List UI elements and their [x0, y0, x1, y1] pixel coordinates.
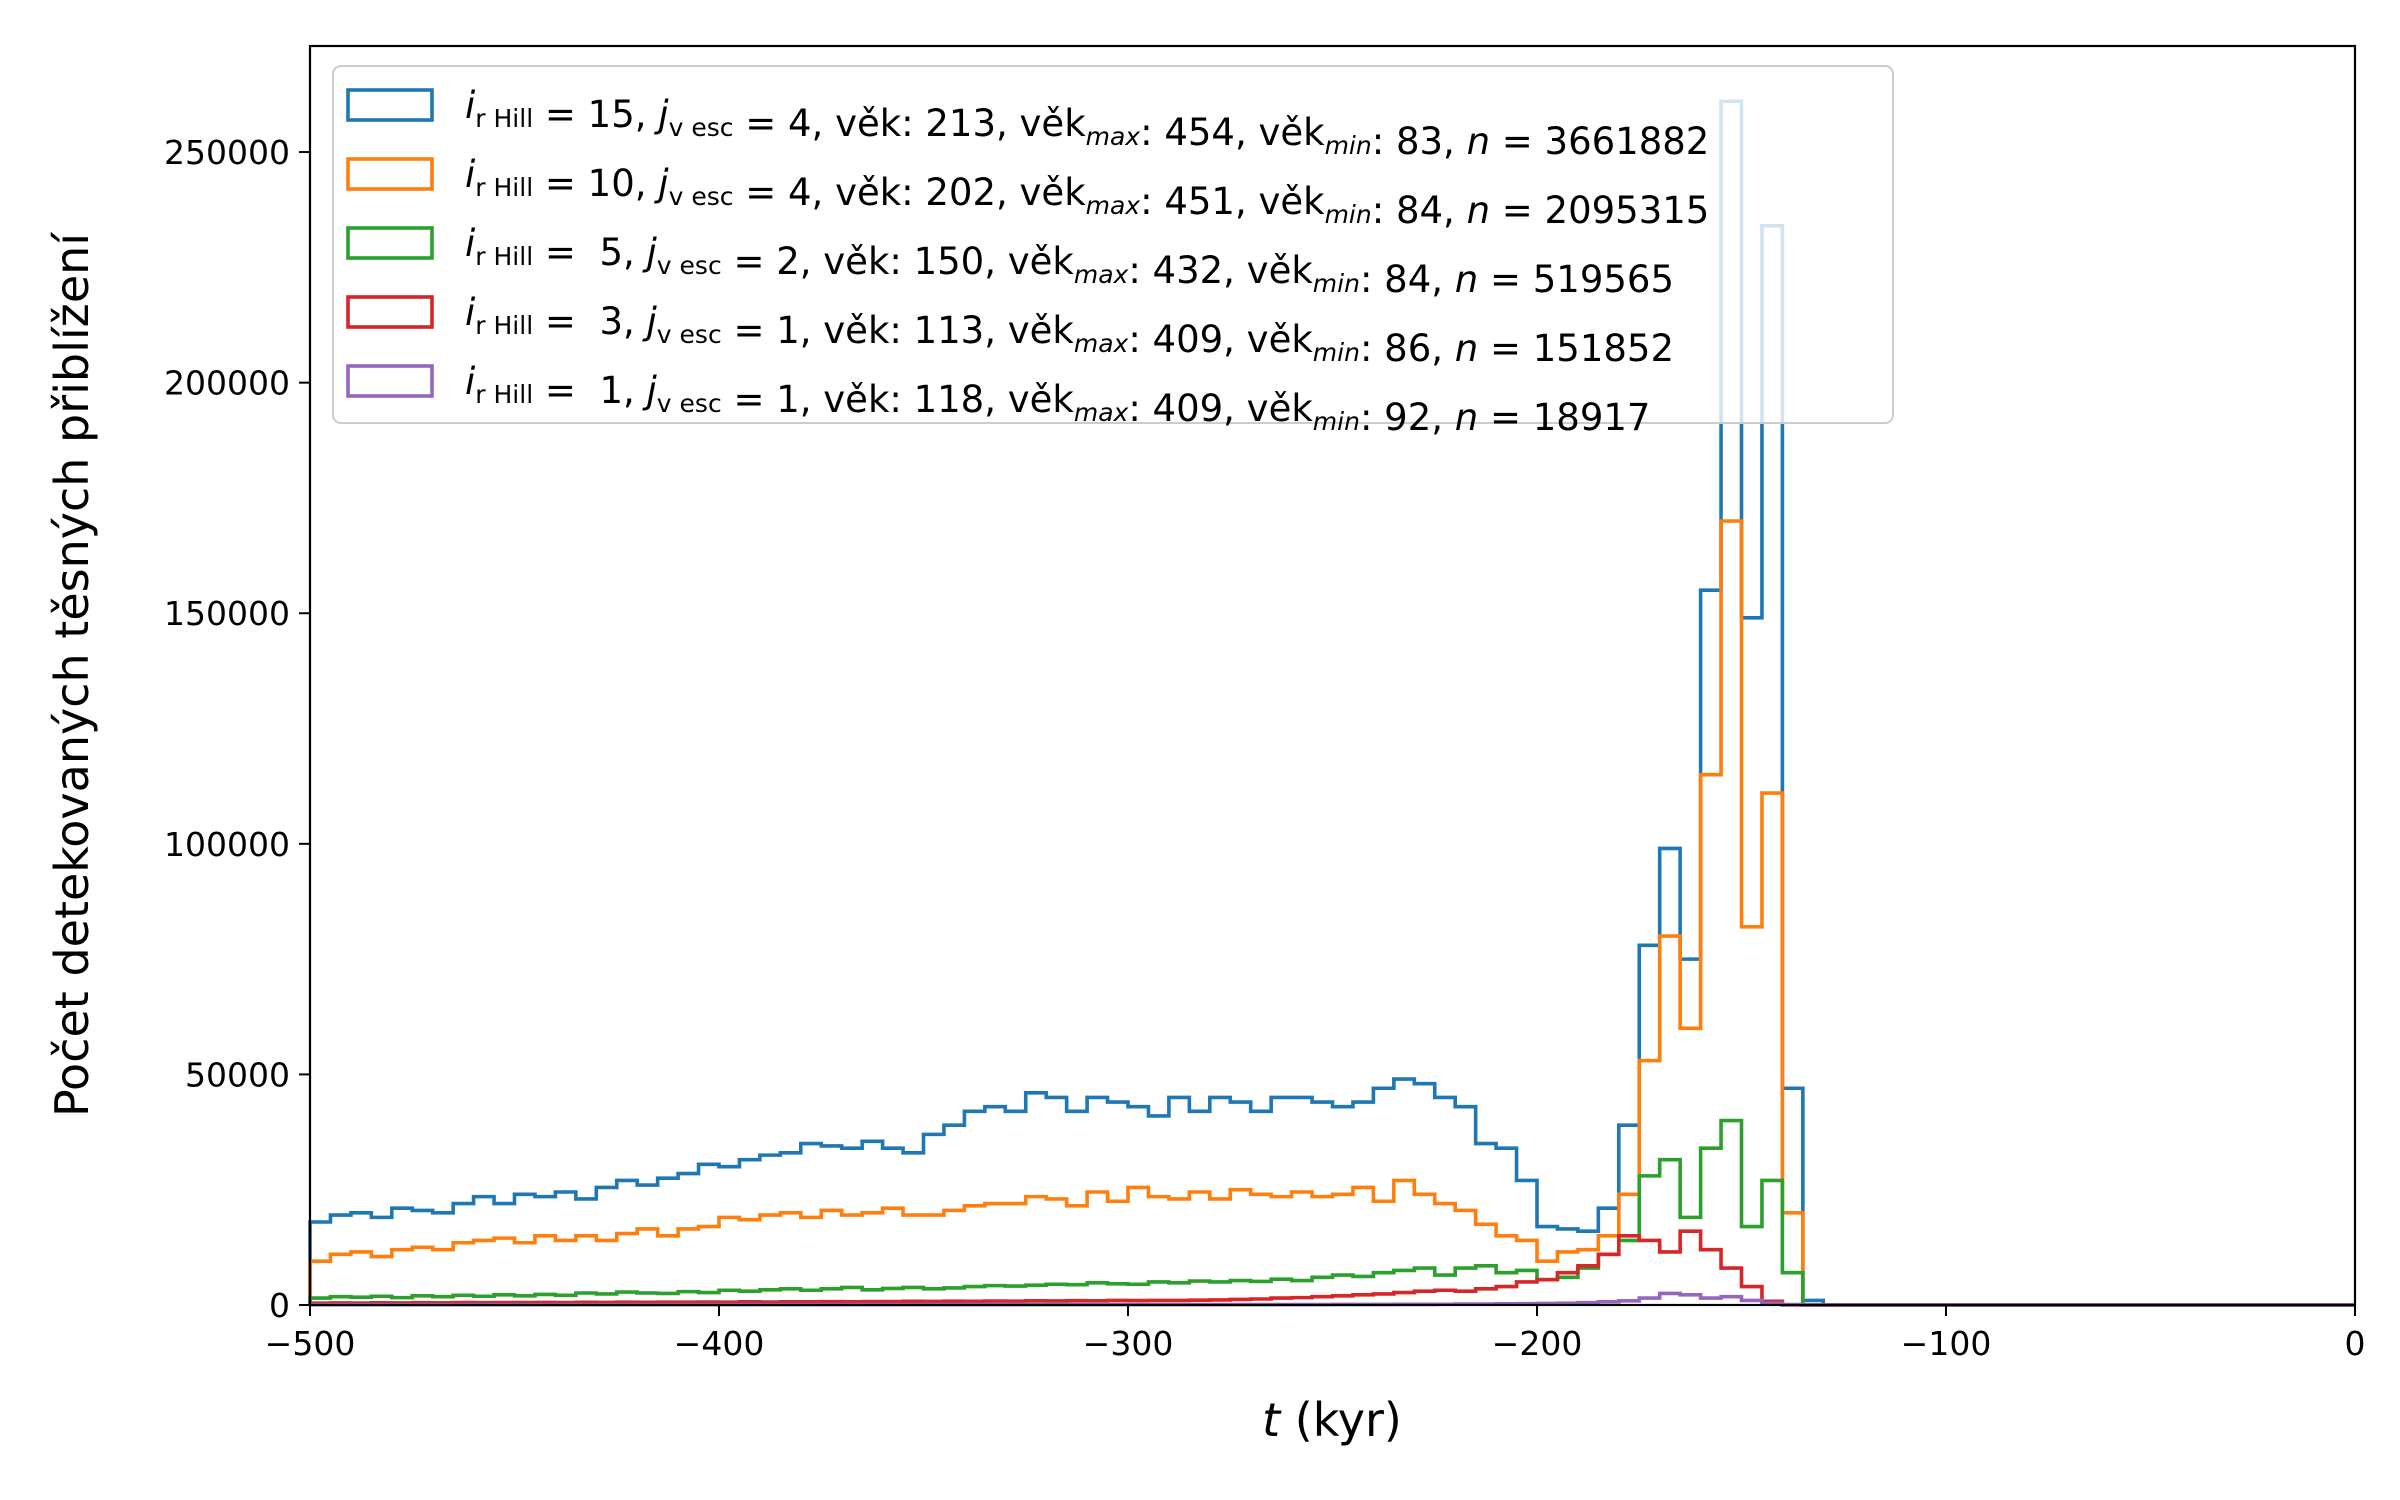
- series-layer: [308, 99, 2355, 1307]
- x-axis-label: t (kyr): [1262, 1393, 1402, 1447]
- y-tick-label: 50000: [185, 1055, 290, 1094]
- x-tick-label: −300: [1083, 1324, 1174, 1363]
- plot-frame: [308, 44, 2357, 1307]
- legend-swatch: [346, 295, 434, 329]
- series-3-step-line: [308, 1118, 2355, 1307]
- legend-swatch: [346, 88, 434, 122]
- legend-frame: [332, 65, 1894, 424]
- x-tick-label: −500: [265, 1324, 356, 1363]
- y-tick-label: 250000: [164, 133, 290, 172]
- legend-entry: ir Hill = 5, jv esc = 2, věk: 150, věkma…: [465, 222, 1674, 301]
- legend-swatch: [346, 226, 434, 260]
- legend-swatch: [346, 157, 434, 191]
- x-axis: −500 −400 −300 −200 −100 0: [265, 1305, 2366, 1363]
- legend-swatch: [346, 364, 434, 398]
- x-tick-label: 0: [2345, 1324, 2366, 1363]
- legend-entry: ir Hill = 1, jv esc = 1, věk: 118, věkma…: [465, 360, 1650, 439]
- y-axis: 0 50000 100000 150000 200000 250000: [164, 133, 310, 1325]
- x-tick-label: −200: [1492, 1324, 1583, 1363]
- y-tick-label: 100000: [164, 825, 290, 864]
- y-tick-label: 150000: [164, 594, 290, 633]
- series-1-step-line: [308, 99, 2355, 1307]
- y-axis-label: Počet detekovaných těsných přiblížení: [45, 232, 99, 1117]
- legend-entry: ir Hill = 3, jv esc = 1, věk: 113, věkma…: [465, 291, 1674, 370]
- series-2-step-line: [308, 519, 2355, 1307]
- legend-entry: ir Hill = 15, jv esc = 4, věk: 213, věkm…: [465, 84, 1709, 163]
- y-tick-label: 200000: [164, 364, 290, 403]
- legend-entry: ir Hill = 10, jv esc = 4, věk: 202, věkm…: [465, 153, 1709, 232]
- legend: ir Hill = 15, jv esc = 4, věk: 213, věkm…: [332, 65, 1894, 439]
- y-tick-label: 0: [269, 1286, 290, 1325]
- x-tick-label: −100: [1901, 1324, 1992, 1363]
- x-tick-label: −400: [674, 1324, 765, 1363]
